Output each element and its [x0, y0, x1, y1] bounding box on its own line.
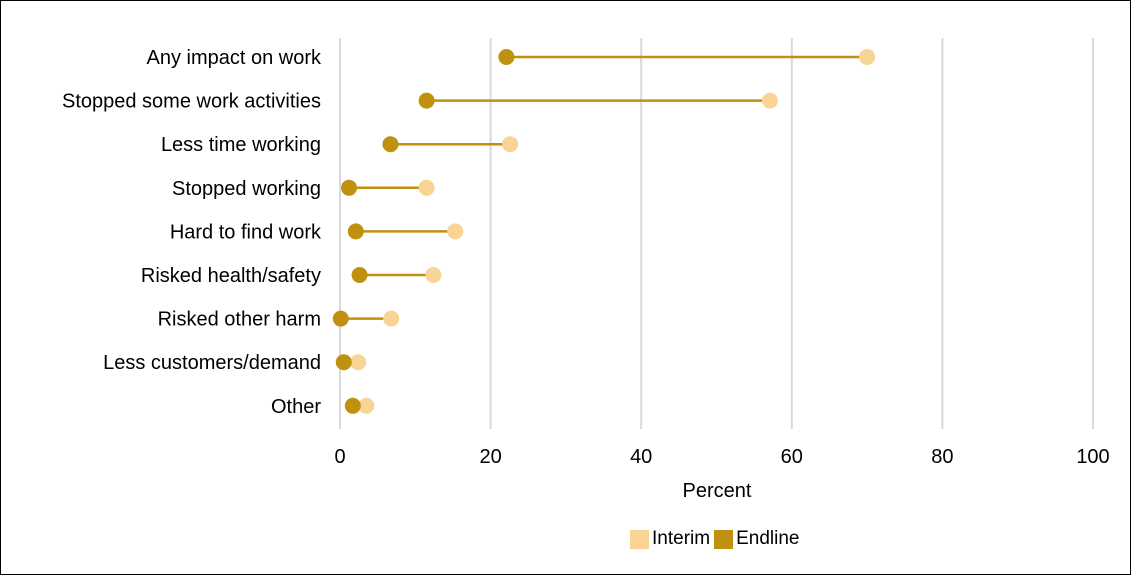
endline-point — [347, 223, 364, 240]
interim-point — [425, 267, 442, 283]
endline-point — [332, 310, 349, 327]
legend-label-interim: Interim — [652, 528, 711, 549]
interim-point — [350, 354, 367, 371]
category-label: Risked other harm — [158, 309, 321, 331]
category-label: Risked health/safety — [141, 265, 321, 287]
legend-swatch-endline — [714, 529, 734, 549]
interim-point — [761, 92, 778, 109]
legend-item-endline: Endline — [714, 528, 799, 550]
x-axis-title: Percent — [683, 480, 752, 502]
x-tick-label: 0 — [334, 446, 345, 468]
x-tick-labels: 0 20 40 60 80 100 — [334, 446, 1109, 468]
x-tick-label: 20 — [479, 446, 501, 468]
endline-point — [335, 354, 352, 371]
interim-point — [358, 397, 375, 414]
interim-point — [859, 49, 876, 65]
legend: Interim Endline — [630, 528, 803, 550]
category-label: Stopped some work activities — [62, 91, 321, 113]
legend-item-interim: Interim — [630, 528, 710, 550]
interim-point — [418, 179, 435, 196]
interim-point — [502, 136, 519, 153]
interim-point — [447, 223, 464, 240]
category-label: Less time working — [161, 134, 321, 156]
x-tick-label: 80 — [931, 446, 953, 468]
data-marks — [332, 49, 876, 414]
endline-point — [382, 136, 399, 153]
x-tick-label: 40 — [630, 446, 652, 468]
endline-point — [341, 179, 358, 196]
endline-point — [418, 92, 435, 109]
x-tick-label: 60 — [781, 446, 803, 468]
category-label: Less customers/demand — [103, 352, 321, 374]
category-label: Other — [271, 396, 321, 418]
endline-point — [351, 267, 368, 283]
endline-point — [344, 397, 361, 414]
legend-swatch-interim — [630, 529, 649, 549]
x-tick-label: 100 — [1076, 446, 1109, 468]
category-label: Hard to find work — [170, 221, 322, 243]
category-labels: Any impact on work Stopped some work acti… — [62, 47, 322, 418]
endline-point — [498, 49, 515, 65]
legend-label-endline: Endline — [736, 528, 800, 549]
interim-point — [383, 310, 400, 327]
category-label: Stopped working — [172, 178, 321, 200]
category-label: Any impact on work — [146, 47, 322, 69]
